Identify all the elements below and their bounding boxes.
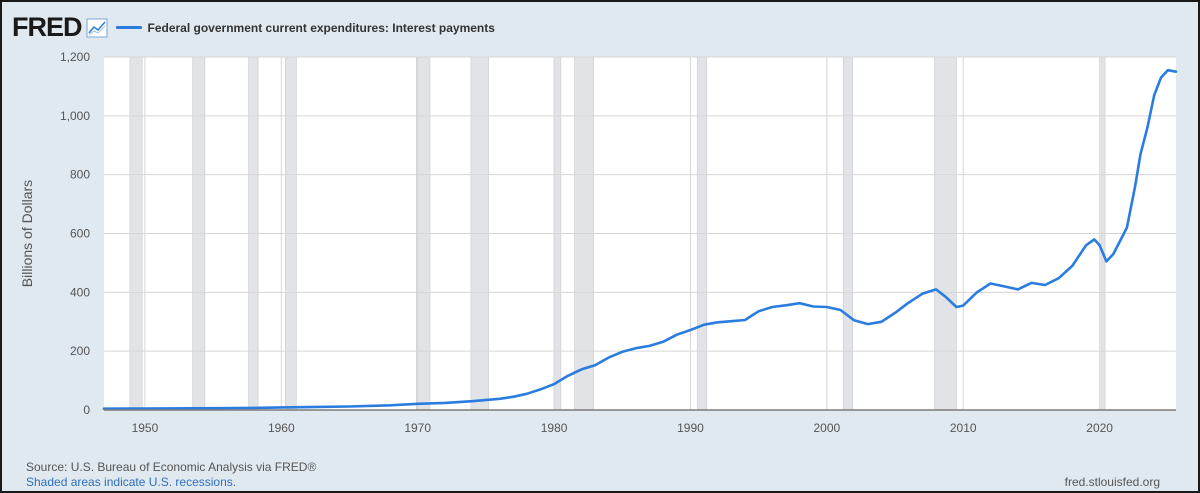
y-tick-label: 0 <box>83 403 90 417</box>
site-link[interactable]: fred.stlouisfed.org <box>1064 475 1160 489</box>
series-line <box>102 68 1178 411</box>
y-axis-label: Billions of Dollars <box>19 180 35 287</box>
x-tick-label: 1970 <box>404 421 431 435</box>
x-tick-label: 2000 <box>813 421 840 435</box>
legend-series-label: Federal government current expenditures:… <box>147 20 495 35</box>
fred-logo[interactable]: FRED <box>12 11 82 42</box>
x-tick-label: 2020 <box>1086 421 1113 435</box>
x-tick-label: 2010 <box>950 421 977 435</box>
legend-line-swatch <box>115 26 142 29</box>
y-tick-label: 800 <box>70 168 90 182</box>
y-tick-label: 1,000 <box>60 109 90 123</box>
y-tick-label: 400 <box>70 285 90 299</box>
x-tick-label: 1990 <box>677 421 704 435</box>
source-note: Source: U.S. Bureau of Economic Analysis… <box>26 460 317 474</box>
x-tick-label: 1980 <box>541 421 568 435</box>
y-tick-label: 200 <box>70 344 90 358</box>
chart-line-icon[interactable] <box>86 18 108 38</box>
chart-legend: Federal government current expenditures:… <box>115 20 495 35</box>
x-tick-label: 1950 <box>132 421 159 435</box>
chart-footer: Source: U.S. Bureau of Economic Analysis… <box>26 460 316 490</box>
y-tick-label: 1,200 <box>60 50 90 64</box>
x-tick-label: 1960 <box>268 421 295 435</box>
y-tick-label: 600 <box>70 227 90 241</box>
recession-note[interactable]: Shaded areas indicate U.S. recessions. <box>26 475 237 489</box>
chart-header: FRED Federal government current expendit… <box>12 12 495 42</box>
